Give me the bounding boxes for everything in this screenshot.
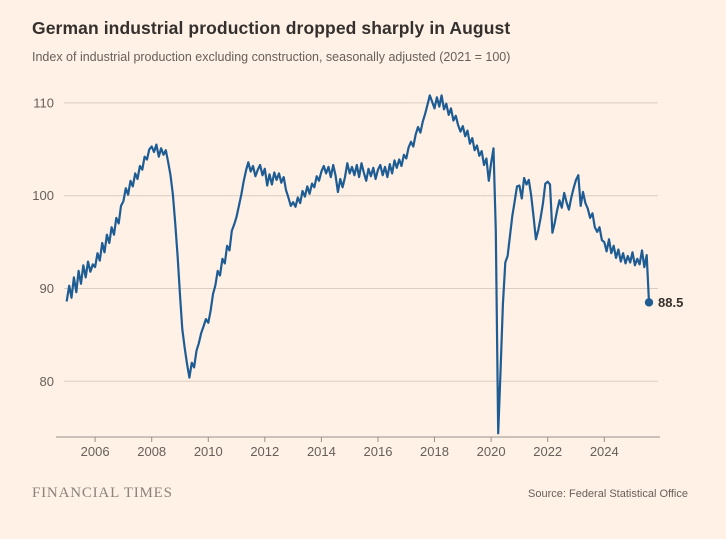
x-axis-tick-label: 2018: [420, 444, 449, 459]
last-value-label: 88.5: [658, 295, 683, 310]
x-axis-tick-label: 2024: [590, 444, 619, 459]
end-point-dot: [644, 298, 654, 307]
series-line: [65, 94, 651, 435]
chart-subtitle: Index of industrial production excluding…: [32, 49, 511, 64]
x-axis-tick-label: 2010: [194, 444, 223, 459]
x-axis-tick-label: 2008: [137, 444, 166, 459]
y-axis-tick-label: 100: [32, 188, 54, 203]
x-axis-tick-label: 2014: [307, 444, 336, 459]
x-axis-tick-label: 2016: [364, 444, 393, 459]
y-axis-tick-label: 110: [33, 95, 54, 110]
x-axis-tick-label: 2006: [81, 444, 110, 459]
page-title: German industrial production dropped sha…: [32, 17, 511, 38]
source-credit: Source: Federal Statistical Office: [528, 488, 688, 500]
x-axis-tick-label: 2012: [250, 444, 279, 459]
y-axis-tick-label: 90: [40, 281, 54, 296]
y-axis-tick-label: 80: [40, 374, 54, 389]
x-axis-tick-label: 2022: [533, 444, 562, 459]
financial-times-logo: FINANCIAL TIMES: [32, 485, 173, 501]
x-axis-tick-label: 2020: [477, 444, 506, 459]
